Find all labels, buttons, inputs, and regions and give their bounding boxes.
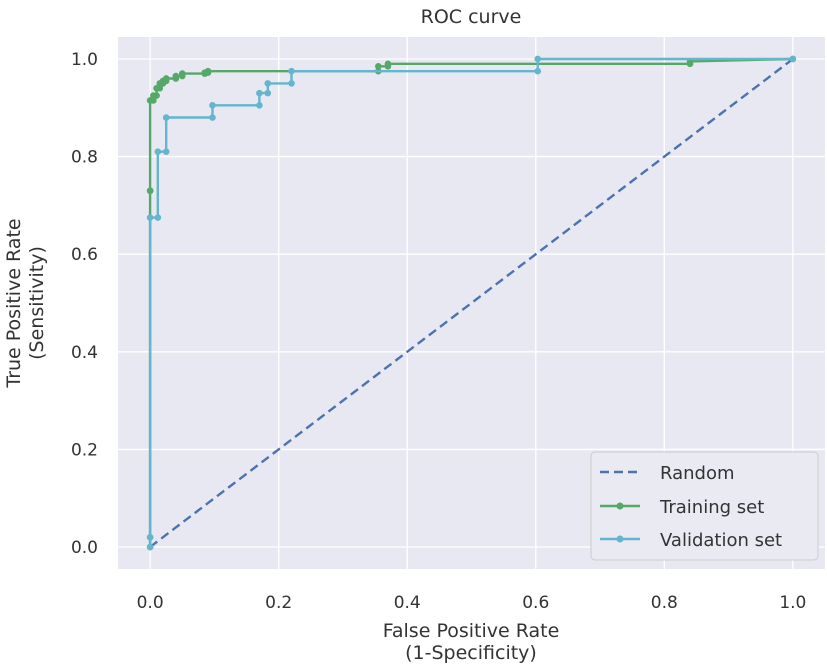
data-point <box>146 187 154 195</box>
legend-training-label: Training set <box>659 497 764 518</box>
data-point <box>534 67 542 75</box>
y-tick-label: 0.0 <box>71 538 98 558</box>
x-tick-label: 0.6 <box>522 593 549 613</box>
data-point <box>256 89 263 97</box>
data-point <box>288 67 295 75</box>
y-axis-label-line1: True Positive Rate <box>3 218 25 388</box>
grid <box>118 37 825 569</box>
tick-labels: 0.0 0.2 0.4 0.6 0.8 1.0 0.0 0.2 0.4 0.6 0.8 1.0 <box>71 50 806 613</box>
x-tick-label: 0.8 <box>651 593 678 613</box>
data-point <box>146 543 154 551</box>
data-point <box>178 70 186 77</box>
legend-box <box>590 451 819 561</box>
series-random <box>149 58 794 548</box>
chart-title: ROC curve <box>421 6 522 28</box>
data-point <box>209 114 216 121</box>
x-tick-label: 0.4 <box>394 593 421 613</box>
data-point <box>204 67 212 75</box>
legend-validation-label: Validation set <box>660 530 782 551</box>
series-layer <box>146 55 797 551</box>
data-point <box>256 102 263 109</box>
y-tick-label: 1.0 <box>71 50 98 70</box>
legend-random-label: Random <box>660 463 735 484</box>
data-point <box>162 148 170 155</box>
data-point <box>162 75 170 82</box>
data-point <box>153 92 160 99</box>
data-point <box>209 102 216 109</box>
legend-training-marker <box>616 502 624 510</box>
data-point <box>384 60 392 68</box>
data-point <box>154 214 162 221</box>
series-line <box>149 58 794 548</box>
data-point <box>154 148 162 155</box>
data-point <box>156 84 164 92</box>
data-point <box>172 72 180 80</box>
x-axis-label-line1: False Positive Rate <box>383 620 560 642</box>
data-point <box>150 97 157 104</box>
data-point <box>264 80 272 87</box>
data-point <box>789 55 797 63</box>
y-tick-label: 0.6 <box>71 245 98 265</box>
series-validation-set <box>146 55 797 551</box>
data-point <box>375 62 382 70</box>
y-axis-label-line2: (Sensitivity) <box>26 246 48 360</box>
y-tick-label: 0.4 <box>71 343 98 363</box>
legend-validation-marker <box>616 535 624 543</box>
data-point <box>146 533 154 541</box>
x-axis-label-line2: (1-Specificity) <box>405 642 537 664</box>
data-point <box>264 89 272 97</box>
y-tick-label: 0.2 <box>71 440 98 460</box>
y-tick-label: 0.8 <box>71 148 98 168</box>
series-training-set <box>146 55 797 551</box>
data-point <box>162 114 170 121</box>
data-point <box>146 214 154 221</box>
data-point <box>288 80 295 87</box>
legend: Random Training set Validation set <box>590 451 819 561</box>
x-tick-label: 0.2 <box>265 593 292 613</box>
x-tick-label: 0.0 <box>137 593 164 613</box>
x-tick-label: 1.0 <box>779 593 806 613</box>
data-point <box>534 55 542 63</box>
